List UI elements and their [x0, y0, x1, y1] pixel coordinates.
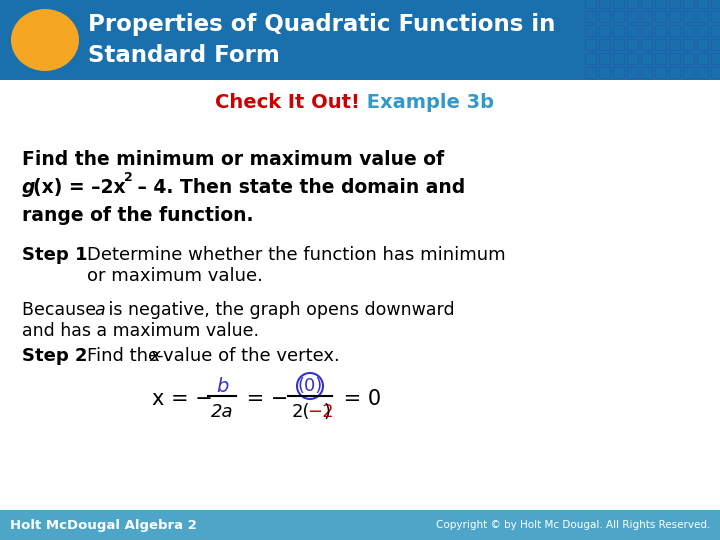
Text: Holt McDougal Algebra 2: Holt McDougal Algebra 2: [10, 518, 197, 531]
Text: Step 1: Step 1: [22, 246, 88, 264]
Text: 2a: 2a: [211, 403, 233, 421]
Text: is negative, the graph opens downward: is negative, the graph opens downward: [103, 301, 454, 319]
Text: Determine whether the function has minimum: Determine whether the function has minim…: [87, 246, 505, 264]
Ellipse shape: [11, 9, 79, 71]
Text: x: x: [149, 347, 160, 365]
Text: g: g: [22, 178, 35, 197]
Text: and has a maximum value.: and has a maximum value.: [22, 322, 259, 340]
Text: (x) = –2x: (x) = –2x: [33, 178, 125, 197]
Text: Step 2: Step 2: [22, 347, 88, 365]
Text: – 4. Then state the domain and: – 4. Then state the domain and: [131, 178, 465, 197]
Text: 2: 2: [124, 171, 132, 184]
Text: ): ): [324, 403, 331, 421]
FancyBboxPatch shape: [0, 510, 720, 540]
Text: Find the: Find the: [87, 347, 165, 365]
Text: Because: Because: [22, 301, 102, 319]
Text: Copyright © by Holt Mc Dougal. All Rights Reserved.: Copyright © by Holt Mc Dougal. All Right…: [436, 520, 710, 530]
Text: Check It Out!: Check It Out!: [215, 93, 360, 112]
Text: Standard Form: Standard Form: [88, 44, 280, 68]
Text: x = −: x = −: [152, 389, 212, 409]
Text: 2(: 2(: [292, 403, 310, 421]
Text: = 0: = 0: [337, 389, 381, 409]
FancyBboxPatch shape: [0, 0, 720, 80]
Text: Find the minimum or maximum value of: Find the minimum or maximum value of: [22, 150, 444, 169]
Text: -value of the vertex.: -value of the vertex.: [157, 347, 340, 365]
Text: Example 3b: Example 3b: [360, 93, 494, 112]
Text: (0): (0): [297, 377, 323, 395]
Text: −2: −2: [307, 403, 333, 421]
Text: b: b: [216, 376, 228, 395]
Text: = −: = −: [240, 389, 289, 409]
Text: range of the function.: range of the function.: [22, 206, 253, 225]
Text: or maximum value.: or maximum value.: [87, 267, 263, 285]
Text: a: a: [94, 301, 104, 319]
Text: Properties of Quadratic Functions in: Properties of Quadratic Functions in: [88, 12, 555, 36]
